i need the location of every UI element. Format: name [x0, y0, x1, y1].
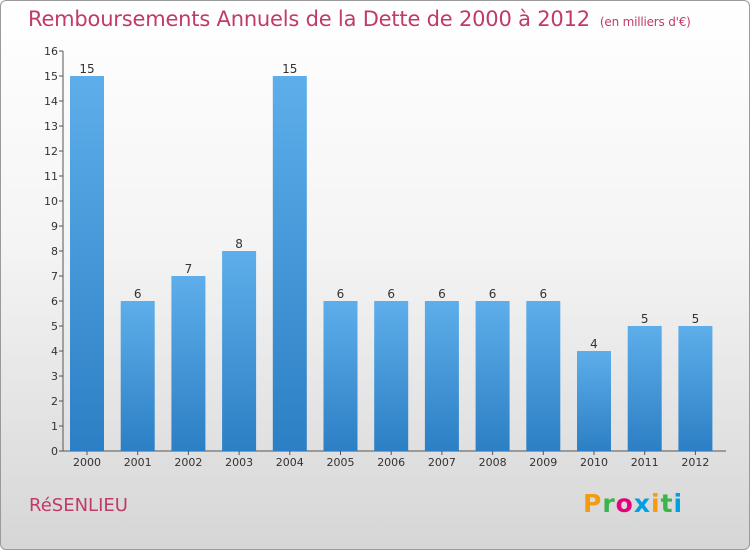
x-tick-label: 2000	[73, 456, 101, 469]
chart-unit: (en milliers d'€)	[599, 15, 691, 29]
y-tick-label: 4	[51, 345, 58, 358]
x-tick-label: 2001	[124, 456, 152, 469]
place-name: RéSENLIEU	[29, 495, 128, 516]
bar	[323, 301, 358, 451]
y-tick-label: 12	[44, 145, 58, 158]
bar-value-label: 5	[641, 312, 649, 326]
bar-value-label: 6	[489, 287, 497, 301]
bar-value-label: 8	[235, 237, 243, 251]
y-tick-label: 1	[51, 420, 58, 433]
bar-value-label: 15	[282, 62, 297, 76]
bar	[120, 301, 155, 451]
y-tick-label: 0	[51, 445, 58, 458]
y-tick-label: 2	[51, 395, 58, 408]
bar-value-label: 7	[185, 262, 193, 276]
x-tick-label: 2004	[276, 456, 304, 469]
y-tick-label: 13	[44, 120, 58, 133]
y-tick-label: 14	[44, 95, 58, 108]
bar	[577, 351, 611, 451]
bar	[171, 276, 206, 451]
x-tick-label: 2008	[479, 456, 507, 469]
y-tick-label: 10	[44, 195, 58, 208]
x-tick-label: 2005	[327, 456, 355, 469]
bar	[678, 326, 713, 451]
x-tick-label: 2009	[529, 456, 557, 469]
y-tick-label: 16	[44, 45, 58, 58]
bar	[526, 301, 561, 451]
bar-value-label: 6	[337, 287, 345, 301]
y-tick-label: 7	[51, 270, 58, 283]
x-tick-label: 2006	[377, 456, 405, 469]
y-tick-label: 5	[51, 320, 58, 333]
bar-value-label: 5	[692, 312, 700, 326]
x-tick-label: 2010	[580, 456, 608, 469]
bar	[222, 251, 257, 451]
bar-value-label: 6	[438, 287, 446, 301]
y-tick-label: 8	[51, 245, 58, 258]
x-tick-label: 2003	[225, 456, 253, 469]
bar-value-label: 4	[590, 337, 598, 351]
bar-value-label: 15	[79, 62, 94, 76]
y-tick-label: 15	[44, 70, 58, 83]
y-tick-label: 3	[51, 370, 58, 383]
bar	[475, 301, 510, 451]
x-tick-label: 2002	[174, 456, 202, 469]
x-tick-label: 2012	[681, 456, 709, 469]
y-tick-label: 11	[44, 170, 58, 183]
bar-value-label: 6	[387, 287, 395, 301]
y-tick-label: 9	[51, 220, 58, 233]
y-tick-label: 6	[51, 295, 58, 308]
bar-value-label: 6	[539, 287, 547, 301]
chart-title-text: Remboursements Annuels de la Dette de 20…	[28, 7, 590, 31]
bar	[272, 76, 307, 451]
proxiti-logo: Proxiti	[583, 489, 684, 518]
x-tick-label: 2007	[428, 456, 456, 469]
x-tick-label: 2011	[631, 456, 659, 469]
bar	[374, 301, 409, 451]
bar	[70, 76, 104, 451]
bar	[424, 301, 459, 451]
chart-title: Remboursements Annuels de la Dette de 20…	[28, 7, 691, 31]
bar	[627, 326, 662, 451]
bar-value-label: 6	[134, 287, 142, 301]
